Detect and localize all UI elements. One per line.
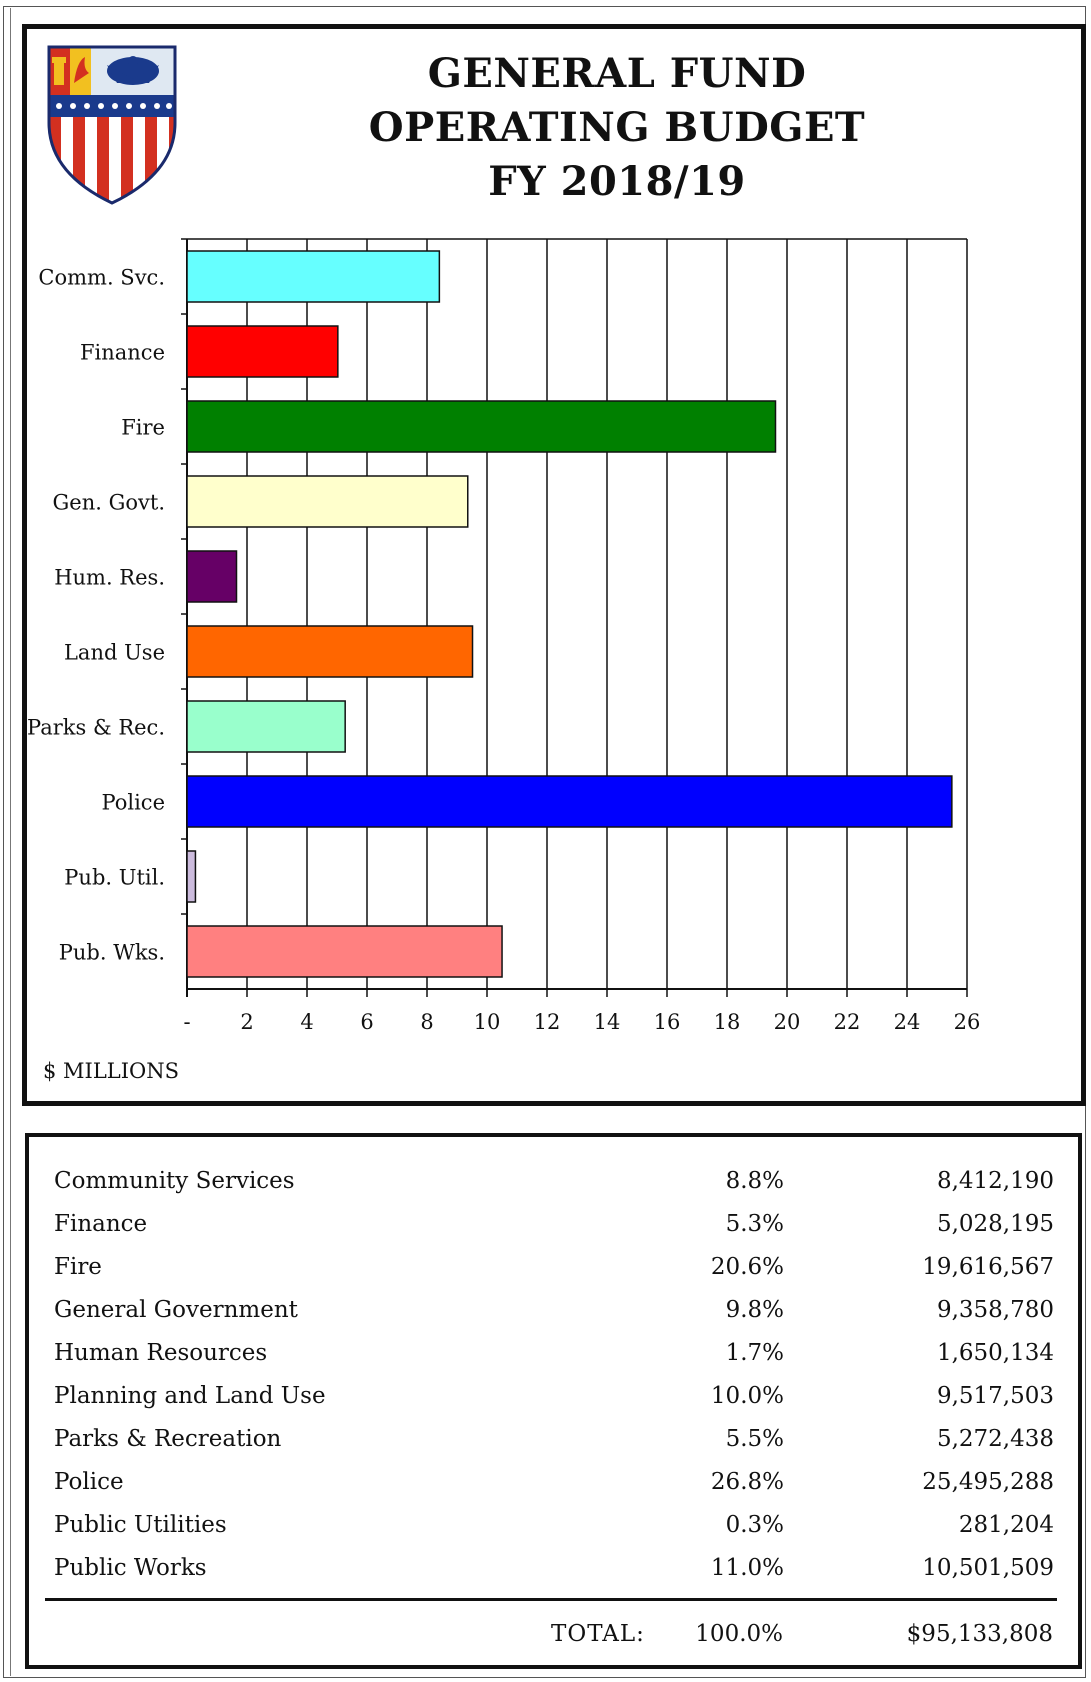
row-amount: 25,495,288 <box>922 1469 1054 1495</box>
bar <box>186 700 346 753</box>
row-amount: 10,501,509 <box>922 1555 1054 1581</box>
x-tick-label: 4 <box>300 1010 313 1034</box>
category-label: Pub. Wks. <box>59 941 165 965</box>
x-tick-label: 14 <box>594 1010 621 1034</box>
row-name: Fire <box>54 1254 102 1280</box>
table-row: Finance 5.3% 5,028,195 <box>54 1211 1054 1251</box>
row-percent: 26.8% <box>710 1469 784 1495</box>
category-label: Parks & Rec. <box>27 716 165 740</box>
x-tick-label: 22 <box>834 1010 861 1034</box>
row-name: Public Works <box>54 1555 207 1581</box>
row-amount: 9,517,503 <box>936 1383 1054 1409</box>
bar <box>186 400 777 453</box>
row-name: Planning and Land Use <box>54 1383 326 1409</box>
table-row: Public Works 11.0% 10,501,509 <box>54 1555 1054 1595</box>
table-row: Police 26.8% 25,495,288 <box>54 1469 1054 1509</box>
category-label: Gen. Govt. <box>53 491 165 515</box>
row-percent: 5.5% <box>725 1426 784 1452</box>
chart-title: GENERAL FUND OPERATING BUDGET FY 2018/19 <box>287 47 947 209</box>
row-amount: 5,272,438 <box>936 1426 1054 1452</box>
bar <box>186 475 469 528</box>
category-label: Police <box>101 791 165 815</box>
row-percent: 8.8% <box>725 1168 784 1194</box>
table-row: Fire 20.6% 19,616,567 <box>54 1254 1054 1294</box>
row-percent: 1.7% <box>725 1340 784 1366</box>
row-percent: 5.3% <box>725 1211 784 1237</box>
bar <box>186 250 441 303</box>
row-percent: 9.8% <box>725 1297 784 1323</box>
table-row: Public Utilities 0.3% 281,204 <box>54 1512 1054 1552</box>
row-percent: 10.0% <box>710 1383 784 1409</box>
category-label: Hum. Res. <box>54 566 165 590</box>
x-tick-label: 18 <box>714 1010 741 1034</box>
row-amount: 8,412,190 <box>936 1168 1054 1194</box>
x-tick-label: 2 <box>240 1010 253 1034</box>
x-tick-label: 16 <box>654 1010 681 1034</box>
x-tick-label: 8 <box>420 1010 433 1034</box>
category-label: Land Use <box>64 641 165 665</box>
category-label: Comm. Svc. <box>38 266 165 290</box>
row-percent: 0.3% <box>725 1512 784 1538</box>
row-amount: 281,204 <box>958 1512 1054 1538</box>
row-name: Police <box>54 1469 124 1495</box>
row-percent: 11.0% <box>710 1555 784 1581</box>
title-line-2: OPERATING BUDGET <box>368 104 866 151</box>
chart-panel: GENERAL FUND OPERATING BUDGET FY 2018/19… <box>22 24 1086 1106</box>
bar <box>186 325 339 378</box>
bar <box>186 550 238 603</box>
bar <box>186 625 474 678</box>
title-line-1: GENERAL FUND <box>427 50 807 97</box>
page-frame-inner <box>10 8 1078 1676</box>
x-tick-label: 24 <box>894 1010 921 1034</box>
x-tick-label: - <box>183 1010 190 1034</box>
table-row: Planning and Land Use 10.0% 9,517,503 <box>54 1383 1054 1423</box>
row-amount: 1,650,134 <box>936 1340 1054 1366</box>
table-row: Community Services 8.8% 8,412,190 <box>54 1168 1054 1208</box>
row-name: Community Services <box>54 1168 295 1194</box>
x-tick-label: 26 <box>954 1010 981 1034</box>
table-row: General Government 9.8% 9,358,780 <box>54 1297 1054 1337</box>
x-tick-label: 10 <box>474 1010 501 1034</box>
x-tick-label: 12 <box>534 1010 561 1034</box>
bar <box>186 925 503 978</box>
row-name: Public Utilities <box>54 1512 227 1538</box>
row-name: Human Resources <box>54 1340 268 1366</box>
row-amount: 19,616,567 <box>922 1254 1054 1280</box>
category-label: Finance <box>80 341 165 365</box>
row-amount: 9,358,780 <box>936 1297 1054 1323</box>
total-percent: 100.0% <box>695 1621 783 1647</box>
bar <box>186 850 197 903</box>
table-row: Parks & Recreation 5.5% 5,272,438 <box>54 1426 1054 1466</box>
city-seal-icon <box>47 45 177 205</box>
row-name: General Government <box>54 1297 298 1323</box>
total-label: TOTAL: <box>551 1621 645 1647</box>
table-row: Human Resources 1.7% 1,650,134 <box>54 1340 1054 1380</box>
total-amount: $95,133,808 <box>906 1621 1053 1647</box>
row-percent: 20.6% <box>710 1254 784 1280</box>
row-name: Parks & Recreation <box>54 1426 282 1452</box>
budget-table: Community Services 8.8% 8,412,190 Finance 5.… <box>25 1133 1082 1669</box>
category-label: Fire <box>121 416 165 440</box>
total-divider <box>45 1598 1057 1601</box>
row-name: Finance <box>54 1211 148 1237</box>
x-tick-label: 6 <box>360 1010 373 1034</box>
x-axis-label: $ MILLIONS <box>43 1059 179 1083</box>
row-amount: 5,028,195 <box>936 1211 1054 1237</box>
x-tick-label: 20 <box>774 1010 801 1034</box>
bar <box>186 775 953 828</box>
category-label: Pub. Util. <box>64 866 165 890</box>
title-line-3: FY 2018/19 <box>488 158 746 205</box>
